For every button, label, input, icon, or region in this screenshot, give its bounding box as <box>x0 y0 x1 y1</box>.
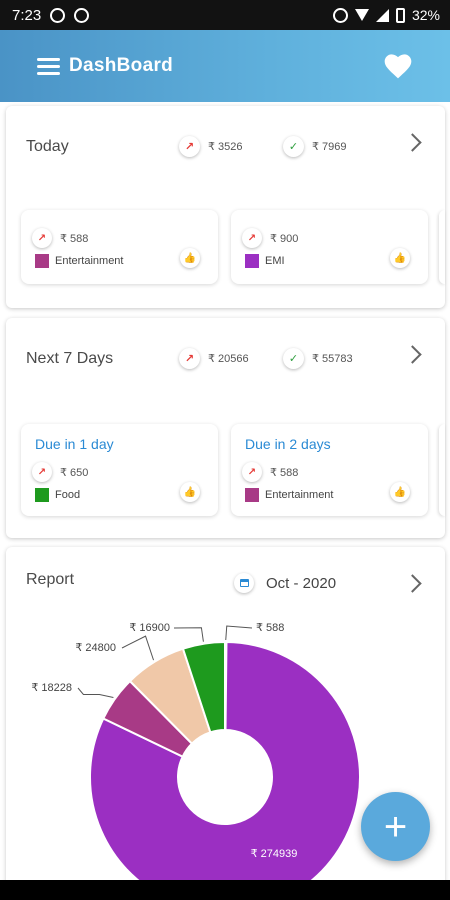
category-swatch <box>35 488 49 502</box>
system-nav-bar <box>0 880 450 900</box>
category-swatch <box>245 488 259 502</box>
app-bar: DashBoard <box>0 30 450 102</box>
report-title: Report <box>26 571 75 588</box>
report-donut-chart: ₹ 274939 ₹ 18228 ₹ 24800 ₹ 16900 ₹ 588 <box>31 622 361 887</box>
trending-up-icon: ↗ <box>179 348 200 369</box>
thumbs-up-icon[interactable]: 👍 <box>180 248 200 268</box>
report-card: Report Oct - 2020 ₹ 274939 ₹ 18228 ₹ 24800… <box>6 547 445 887</box>
thumbs-up-icon[interactable]: 👍 <box>390 482 410 502</box>
today-title: Today <box>26 138 69 155</box>
today-expense: ↗ ₹ 3526 <box>179 136 243 157</box>
report-period[interactable]: Oct - 2020 <box>234 573 336 593</box>
status-bar: 7:23 32% <box>0 0 450 30</box>
trending-up-icon: ↗ <box>32 462 52 482</box>
calendar-icon <box>234 573 254 593</box>
wifi-icon <box>354 9 369 21</box>
label-leader-line <box>77 687 114 698</box>
due-label: Due in 2 days <box>245 436 331 452</box>
notification-icon <box>74 7 90 23</box>
today-card: Today ↗ ₹ 3526 ✓ ₹ 7969 ↗ ₹ 588 Entertain… <box>6 106 445 308</box>
status-time: 7:23 <box>12 6 42 24</box>
slice-label: ₹ 274939 <box>251 848 298 860</box>
due-label: Due in 1 day <box>35 436 114 452</box>
label-leader-line <box>121 635 155 661</box>
pie-slice <box>89 640 361 887</box>
next7-income: ✓ ₹ 55783 <box>283 348 353 369</box>
chevron-right-icon[interactable] <box>403 345 422 364</box>
category-swatch <box>35 254 49 268</box>
today-income: ✓ ₹ 7969 <box>283 136 347 157</box>
trending-up-icon: ↗ <box>32 228 52 248</box>
next-item-peek <box>439 424 445 516</box>
next7-item-entertainment[interactable]: Due in 2 days ↗ ₹ 588 Entertainment 👍 <box>231 424 428 516</box>
trending-up-icon: ↗ <box>242 462 262 482</box>
next7-item-food[interactable]: Due in 1 day ↗ ₹ 650 Food 👍 <box>21 424 218 516</box>
today-item-entertainment[interactable]: ↗ ₹ 588 Entertainment 👍 <box>21 210 218 284</box>
category-swatch <box>245 254 259 268</box>
checkmark-icon: ✓ <box>283 348 304 369</box>
checkmark-icon: ✓ <box>283 136 304 157</box>
next7-expense: ↗ ₹ 20566 <box>179 348 249 369</box>
thumbs-up-icon[interactable]: 👍 <box>390 248 410 268</box>
next7-card: Next 7 Days ↗ ₹ 20566 ✓ ₹ 55783 Due in 1… <box>6 318 445 538</box>
trending-up-icon: ↗ <box>179 136 200 157</box>
battery-icon <box>395 7 405 23</box>
slice-label: ₹ 588 <box>256 622 284 634</box>
label-leader-line <box>173 627 204 642</box>
trending-up-icon: ↗ <box>242 228 262 248</box>
heart-icon[interactable] <box>382 50 414 80</box>
menu-icon[interactable] <box>37 57 60 75</box>
whatsapp-icon <box>50 7 66 23</box>
thumbs-up-icon[interactable]: 👍 <box>180 482 200 502</box>
label-leader-line <box>225 625 253 641</box>
battery-level: 32% <box>411 7 440 23</box>
page-title: DashBoard <box>69 55 174 76</box>
today-item-emi[interactable]: ↗ ₹ 900 EMI 👍 <box>231 210 428 284</box>
next-item-peek <box>439 210 445 284</box>
pie-slice <box>181 640 226 734</box>
chevron-right-icon[interactable] <box>403 133 422 152</box>
add-button[interactable]: + <box>361 792 430 861</box>
alarm-icon <box>332 7 348 23</box>
slice-label: ₹ 24800 <box>75 642 116 654</box>
next7-title: Next 7 Days <box>26 350 114 367</box>
slice-label: ₹ 18228 <box>31 682 72 694</box>
slice-label: ₹ 16900 <box>129 622 170 634</box>
signal-icon <box>375 8 389 22</box>
